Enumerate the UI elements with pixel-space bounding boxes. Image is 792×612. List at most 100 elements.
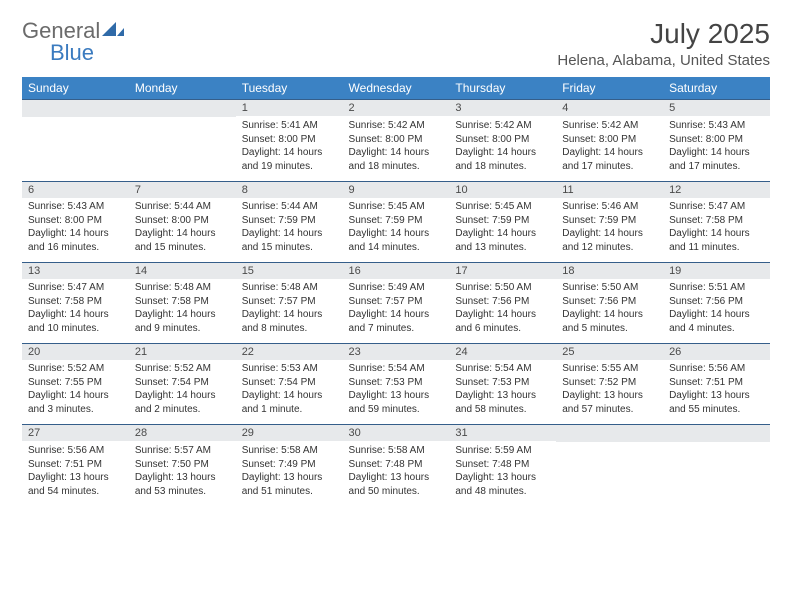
day-cell-info: Sunrise: 5:57 AMSunset: 7:50 PMDaylight:… (129, 442, 236, 506)
empty-day (129, 100, 236, 117)
dayinfo-row: Sunrise: 5:41 AMSunset: 8:00 PMDaylight:… (22, 117, 770, 182)
month-title: July 2025 (557, 18, 770, 50)
dayinfo-row: Sunrise: 5:47 AMSunset: 7:58 PMDaylight:… (22, 279, 770, 344)
weekday-header: Friday (556, 77, 663, 100)
day-number: 24 (449, 344, 556, 360)
day-info: Sunrise: 5:54 AMSunset: 7:53 PMDaylight:… (343, 360, 450, 424)
weekday-header: Wednesday (343, 77, 450, 100)
day-cell-num: 7 (129, 182, 236, 199)
day-number: 17 (449, 263, 556, 279)
day-cell-num: 3 (449, 100, 556, 118)
day-number: 14 (129, 263, 236, 279)
day-cell-num: 30 (343, 425, 450, 443)
day-info: Sunrise: 5:45 AMSunset: 7:59 PMDaylight:… (343, 198, 450, 262)
day-info: Sunrise: 5:54 AMSunset: 7:53 PMDaylight:… (449, 360, 556, 424)
day-cell-num: 15 (236, 263, 343, 280)
day-cell-info (663, 442, 770, 506)
day-info: Sunrise: 5:56 AMSunset: 7:51 PMDaylight:… (663, 360, 770, 424)
day-cell-num (556, 425, 663, 443)
day-number: 20 (22, 344, 129, 360)
dayinfo-row: Sunrise: 5:52 AMSunset: 7:55 PMDaylight:… (22, 360, 770, 425)
day-cell-info: Sunrise: 5:45 AMSunset: 7:59 PMDaylight:… (343, 198, 450, 263)
day-cell-num: 13 (22, 263, 129, 280)
day-number: 3 (449, 100, 556, 116)
day-cell-info: Sunrise: 5:50 AMSunset: 7:56 PMDaylight:… (449, 279, 556, 344)
day-cell-num: 4 (556, 100, 663, 118)
day-info (129, 117, 236, 127)
day-cell-info (556, 442, 663, 506)
day-cell-num: 8 (236, 182, 343, 199)
day-cell-info (22, 117, 129, 182)
day-info: Sunrise: 5:41 AMSunset: 8:00 PMDaylight:… (236, 117, 343, 181)
day-cell-info: Sunrise: 5:44 AMSunset: 8:00 PMDaylight:… (129, 198, 236, 263)
day-number: 12 (663, 182, 770, 198)
day-info (663, 442, 770, 452)
day-number: 31 (449, 425, 556, 441)
day-cell-num: 25 (556, 344, 663, 361)
day-info: Sunrise: 5:47 AMSunset: 7:58 PMDaylight:… (663, 198, 770, 262)
day-cell-info: Sunrise: 5:47 AMSunset: 7:58 PMDaylight:… (22, 279, 129, 344)
brand-logo: GeneralBlue (22, 18, 124, 66)
day-number: 10 (449, 182, 556, 198)
daynum-row: 20212223242526 (22, 344, 770, 361)
day-info: Sunrise: 5:51 AMSunset: 7:56 PMDaylight:… (663, 279, 770, 343)
day-cell-info: Sunrise: 5:53 AMSunset: 7:54 PMDaylight:… (236, 360, 343, 425)
empty-day (556, 425, 663, 442)
day-cell-num (129, 100, 236, 118)
day-number: 6 (22, 182, 129, 198)
day-number: 28 (129, 425, 236, 441)
brand-name-blue: Blue (50, 40, 94, 65)
empty-day (22, 100, 129, 117)
day-info: Sunrise: 5:57 AMSunset: 7:50 PMDaylight:… (129, 442, 236, 506)
day-number: 8 (236, 182, 343, 198)
day-cell-num: 14 (129, 263, 236, 280)
day-cell-info: Sunrise: 5:48 AMSunset: 7:57 PMDaylight:… (236, 279, 343, 344)
day-number: 25 (556, 344, 663, 360)
dayinfo-row: Sunrise: 5:56 AMSunset: 7:51 PMDaylight:… (22, 442, 770, 506)
day-cell-info: Sunrise: 5:56 AMSunset: 7:51 PMDaylight:… (663, 360, 770, 425)
day-cell-info: Sunrise: 5:54 AMSunset: 7:53 PMDaylight:… (449, 360, 556, 425)
day-cell-info: Sunrise: 5:42 AMSunset: 8:00 PMDaylight:… (449, 117, 556, 182)
day-cell-num: 19 (663, 263, 770, 280)
day-number: 18 (556, 263, 663, 279)
page-header: GeneralBlue July 2025 Helena, Alabama, U… (22, 18, 770, 69)
day-info: Sunrise: 5:44 AMSunset: 7:59 PMDaylight:… (236, 198, 343, 262)
empty-day (663, 425, 770, 442)
day-info: Sunrise: 5:43 AMSunset: 8:00 PMDaylight:… (663, 117, 770, 181)
day-cell-num: 11 (556, 182, 663, 199)
day-number: 29 (236, 425, 343, 441)
day-number: 2 (343, 100, 450, 116)
day-cell-num: 2 (343, 100, 450, 118)
day-cell-info: Sunrise: 5:52 AMSunset: 7:54 PMDaylight:… (129, 360, 236, 425)
day-cell-num: 23 (343, 344, 450, 361)
weekday-header: Thursday (449, 77, 556, 100)
day-cell-info: Sunrise: 5:59 AMSunset: 7:48 PMDaylight:… (449, 442, 556, 506)
daynum-row: 12345 (22, 100, 770, 118)
day-number: 5 (663, 100, 770, 116)
day-cell-info: Sunrise: 5:46 AMSunset: 7:59 PMDaylight:… (556, 198, 663, 263)
day-number: 16 (343, 263, 450, 279)
day-info: Sunrise: 5:48 AMSunset: 7:58 PMDaylight:… (129, 279, 236, 343)
day-cell-info: Sunrise: 5:48 AMSunset: 7:58 PMDaylight:… (129, 279, 236, 344)
day-number: 27 (22, 425, 129, 441)
day-number: 19 (663, 263, 770, 279)
day-cell-info: Sunrise: 5:55 AMSunset: 7:52 PMDaylight:… (556, 360, 663, 425)
day-info: Sunrise: 5:47 AMSunset: 7:58 PMDaylight:… (22, 279, 129, 343)
day-info: Sunrise: 5:49 AMSunset: 7:57 PMDaylight:… (343, 279, 450, 343)
day-number: 21 (129, 344, 236, 360)
day-cell-info: Sunrise: 5:58 AMSunset: 7:48 PMDaylight:… (343, 442, 450, 506)
day-cell-num: 20 (22, 344, 129, 361)
day-cell-num: 29 (236, 425, 343, 443)
day-info: Sunrise: 5:48 AMSunset: 7:57 PMDaylight:… (236, 279, 343, 343)
day-info: Sunrise: 5:58 AMSunset: 7:49 PMDaylight:… (236, 442, 343, 506)
day-cell-num: 22 (236, 344, 343, 361)
day-info: Sunrise: 5:53 AMSunset: 7:54 PMDaylight:… (236, 360, 343, 424)
day-cell-info: Sunrise: 5:52 AMSunset: 7:55 PMDaylight:… (22, 360, 129, 425)
day-cell-info: Sunrise: 5:50 AMSunset: 7:56 PMDaylight:… (556, 279, 663, 344)
day-cell-num: 26 (663, 344, 770, 361)
day-cell-num: 9 (343, 182, 450, 199)
day-cell-num: 18 (556, 263, 663, 280)
day-cell-num: 16 (343, 263, 450, 280)
day-cell-num: 21 (129, 344, 236, 361)
day-info: Sunrise: 5:52 AMSunset: 7:55 PMDaylight:… (22, 360, 129, 424)
